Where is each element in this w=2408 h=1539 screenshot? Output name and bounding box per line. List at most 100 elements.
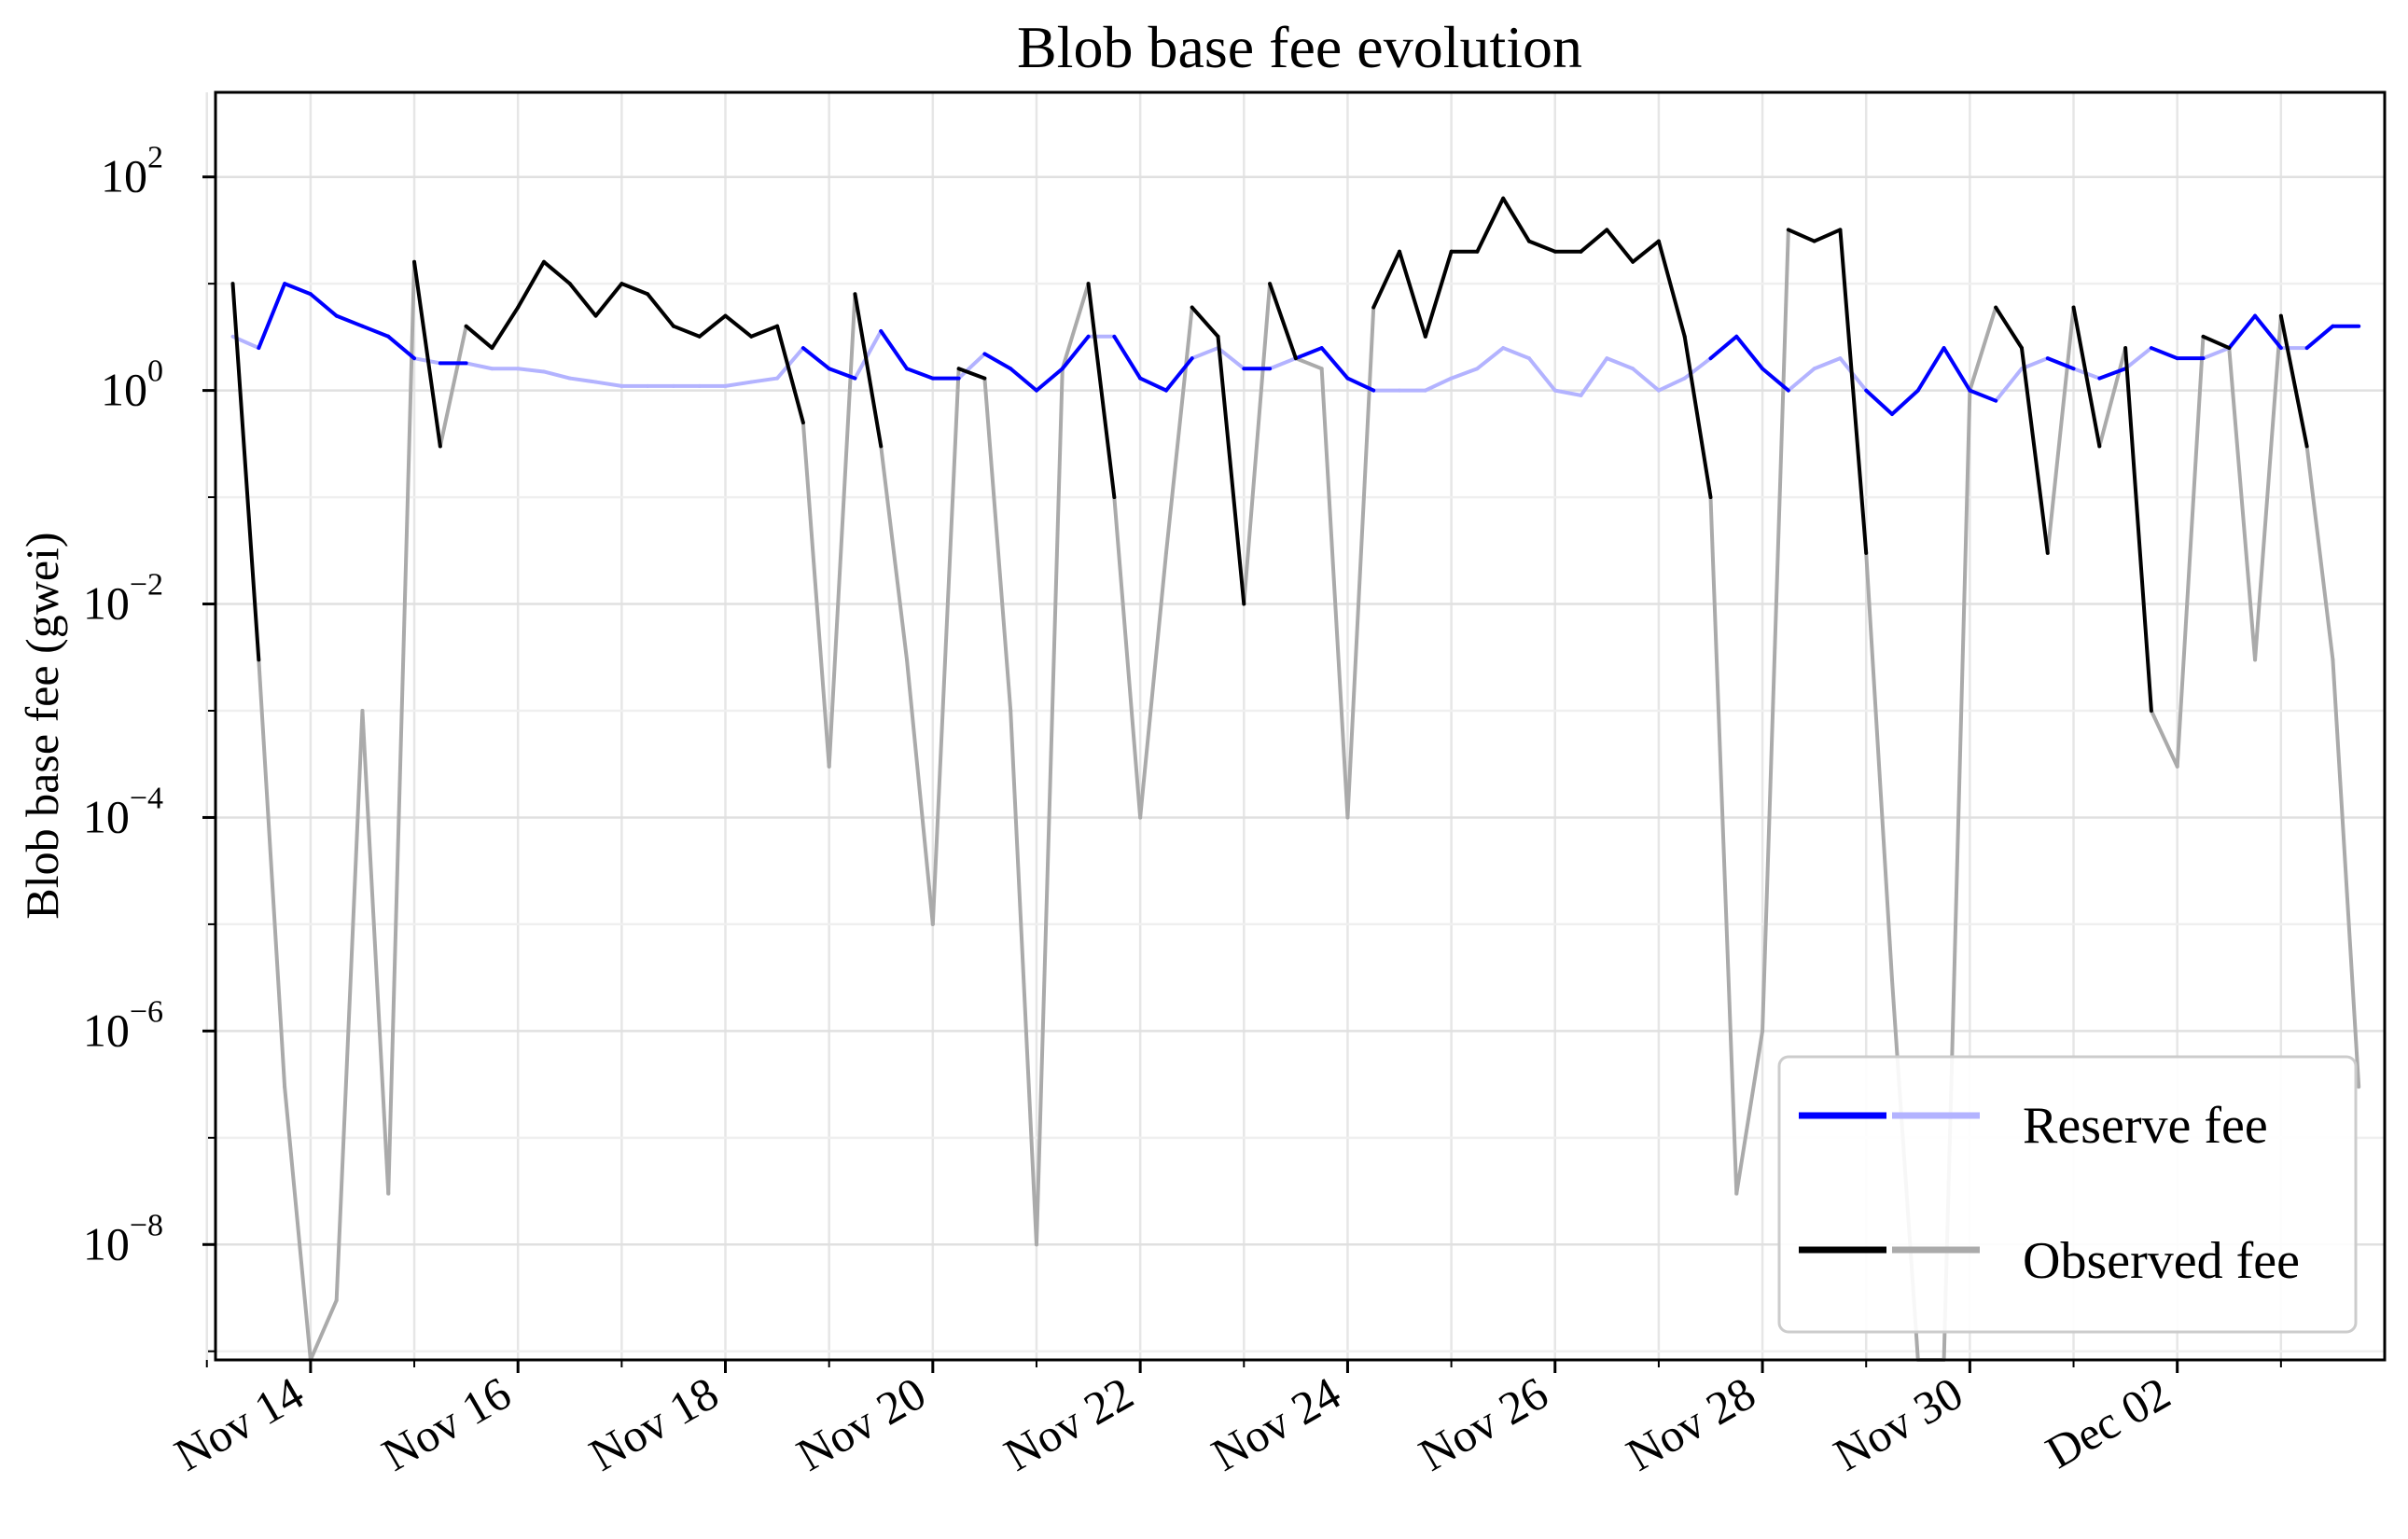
x-tick-label: Nov 20 <box>788 1366 935 1481</box>
reserve-fee-segment-active <box>1915 346 1946 393</box>
reserve-fee-segment-inactive <box>2201 346 2232 361</box>
observed-fee-segment-active <box>1190 305 1220 339</box>
y-axis-label: Blob base fee (gwei) <box>16 532 68 919</box>
plot-lines <box>230 196 2361 1362</box>
observed-fee-segment-active <box>697 313 728 339</box>
observed-fee-segment-inactive <box>827 292 857 769</box>
chart-title: Blob base fee evolution <box>1017 14 1582 80</box>
observed-fee-segment-inactive <box>1761 228 1790 1033</box>
reserve-fee-segment-active <box>2097 367 2128 381</box>
legend-box <box>1777 1055 2358 1334</box>
plot-frame <box>214 90 2387 1362</box>
observed-fee-segment-inactive <box>930 367 961 926</box>
x-tick-label: Nov 22 <box>995 1366 1142 1481</box>
reserve-fee-segment-inactive <box>1501 346 1531 361</box>
reserve-fee-segment-active <box>1009 367 1038 393</box>
observed-fee-segment-inactive <box>2149 708 2179 769</box>
observed-fee-segment-active <box>1216 334 1246 606</box>
observed-fee-segment-inactive <box>334 708 365 1303</box>
observed-fee-segment-inactive <box>2304 444 2335 662</box>
y-tick-exponent: 0 <box>147 354 163 389</box>
observed-fee-segment-inactive <box>1734 1029 1765 1196</box>
observed-fee-segment-active <box>2019 346 2050 555</box>
x-tick-label: Nov 28 <box>1618 1366 1764 1481</box>
reserve-fee-segment-active <box>800 346 831 371</box>
reserve-fee-segment-inactive <box>1786 367 1816 393</box>
reserve-fee-segment-active <box>2149 346 2179 361</box>
reserve-fee-segment-active <box>879 328 910 371</box>
reserve-fee-segment-active <box>2227 313 2258 351</box>
reserve-fee-segment-active <box>1864 388 1895 417</box>
observed-fee-segment-active <box>230 282 261 662</box>
reserve-fee-segment-inactive <box>1631 367 1661 393</box>
observed-fee-segment-inactive <box>2175 334 2206 769</box>
observed-fee-segment-inactive <box>905 658 935 926</box>
reserve-fee-segment-active <box>308 292 339 318</box>
x-tick-label: Nov 14 <box>166 1366 313 1481</box>
observed-fee-segment-active <box>723 313 754 339</box>
reserve-fee-segment-inactive <box>1268 356 1298 371</box>
x-tick-label: Nov 30 <box>1825 1366 1971 1481</box>
observed-fee-segment-inactive <box>1708 495 1739 1196</box>
observed-fee-segment-inactive <box>1864 550 1895 982</box>
y-tick-exponent: −8 <box>130 1208 163 1242</box>
reserve-fee-segment-active <box>2045 356 2076 371</box>
observed-fee-segment-inactive <box>1163 305 1194 555</box>
observed-fee-segment-active <box>853 292 884 449</box>
reserve-fee-segment-active <box>827 367 857 381</box>
observed-fee-segment-active <box>1423 249 1454 339</box>
reserve-fee-segment-active <box>1708 334 1739 361</box>
observed-fee-segment-inactive <box>1319 367 1350 820</box>
observed-fee-segment-active <box>2123 346 2153 713</box>
reserve-fee-segment-active <box>1734 334 1765 371</box>
y-tick-exponent: −6 <box>130 994 163 1029</box>
observed-fee-segment-active <box>671 324 702 339</box>
y-tick-exponent: −4 <box>130 781 163 815</box>
observed-fee-segment-active <box>1786 228 1816 243</box>
reserve-fee-segment-inactive <box>723 380 754 388</box>
reserve-fee-segment-active <box>1942 346 1972 393</box>
reserve-fee-segment-inactive <box>1579 356 1609 397</box>
legend: Reserve fee Observed fee <box>1777 1055 2358 1334</box>
observed-fee-segment-inactive <box>386 259 417 1196</box>
reserve-fee-segment-active <box>1163 356 1194 393</box>
reserve-fee-segment-inactive <box>464 361 494 371</box>
reserve-fee-segment-active <box>905 367 935 381</box>
x-tick-label: Nov 26 <box>1411 1366 1557 1481</box>
observed-fee-segment-active <box>1475 196 1506 254</box>
observed-fee-segment-inactive <box>2331 658 2361 1089</box>
reserve-fee-segment-inactive <box>853 328 884 381</box>
observed-fee-segment-inactive <box>1138 550 1168 820</box>
observed-fee-segment-inactive <box>257 658 287 1089</box>
observed-fee-segment-inactive <box>1060 282 1091 371</box>
observed-fee-segment-active <box>2201 334 2232 351</box>
observed-fee-segment-active <box>1812 228 1843 243</box>
y-tick-label: 102 <box>101 141 163 202</box>
observed-fee-segment-inactive <box>1034 367 1065 1247</box>
reserve-fee-segment-inactive <box>1475 346 1506 371</box>
reserve-fee-segment-inactive <box>541 369 572 381</box>
reserve-fee-segment-inactive <box>1190 346 1220 361</box>
observed-fee-segment-active <box>490 305 521 351</box>
reserve-fee-segment-active <box>1034 367 1065 393</box>
observed-fee-segment-inactive <box>1009 708 1038 1247</box>
observed-fee-segment-active <box>1838 228 1869 555</box>
y-tick-exponent: −2 <box>130 568 163 603</box>
y-tick-label: 10−8 <box>83 1208 163 1269</box>
reserve-fee-segment-active <box>360 324 391 339</box>
reserve-fee-segment-inactive <box>2019 356 2050 371</box>
observed-fee-segment-inactive <box>438 324 468 449</box>
reserve-fee-segment-active <box>334 313 365 328</box>
reserve-fee-segment-inactive <box>593 380 624 388</box>
reserve-fee-segment-inactive <box>956 352 987 381</box>
reserve-fee-segment-inactive <box>1656 376 1687 393</box>
observed-fee-segment-active <box>646 292 675 328</box>
observed-fee-segment-active <box>749 324 780 339</box>
observed-fee-segment-inactive <box>2097 346 2128 449</box>
observed-fee-segment-active <box>567 282 598 318</box>
observed-fee-segment-inactive <box>1242 282 1273 606</box>
observed-fee-segment-inactive <box>360 708 391 1196</box>
reserve-fee-segment-inactive <box>1449 367 1480 381</box>
observed-fee-segment-inactive <box>2045 305 2076 555</box>
reserve-fee-segment-inactive <box>775 346 805 381</box>
